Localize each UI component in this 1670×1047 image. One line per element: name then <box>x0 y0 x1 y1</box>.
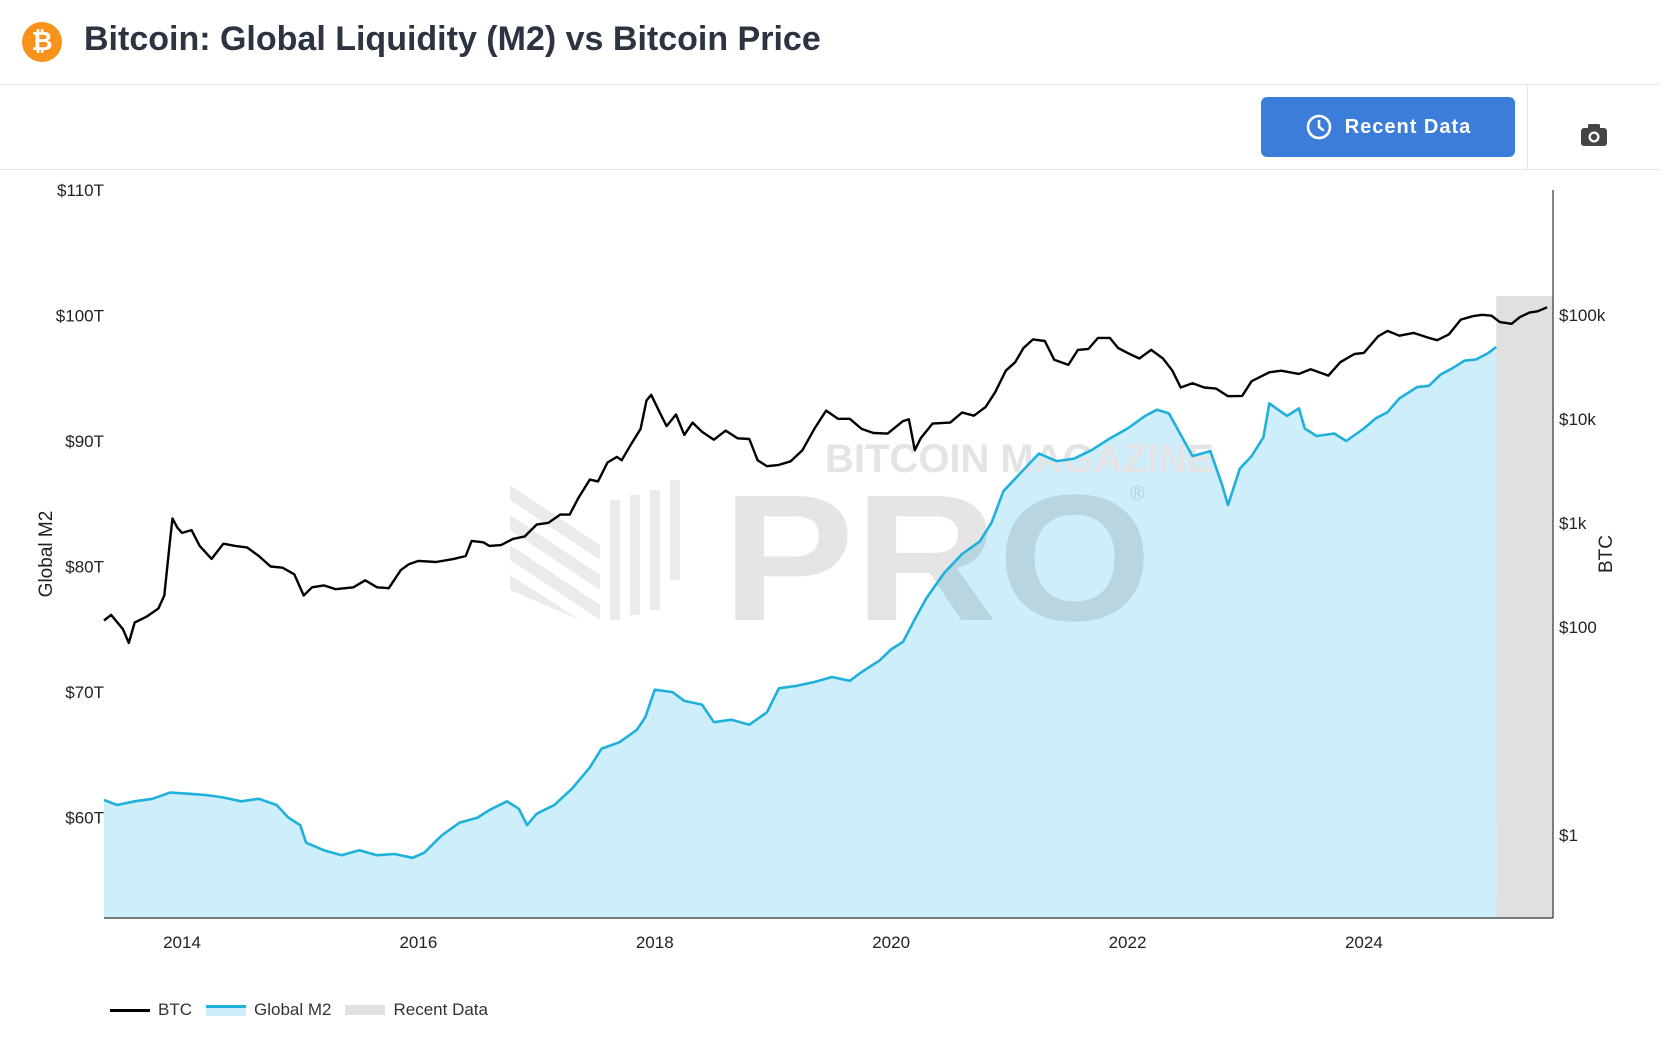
legend-label: BTC <box>158 1000 192 1019</box>
x-tick-label: 2020 <box>872 933 910 952</box>
recent-data-label: Recent Data <box>1344 115 1472 138</box>
x-tick-label: 2016 <box>399 933 437 952</box>
legend-item-btc[interactable]: BTC <box>110 1000 192 1020</box>
left-tick-label: $110T <box>57 181 104 200</box>
toolbar-divider <box>1527 85 1528 169</box>
x-tick-label: 2024 <box>1345 933 1383 952</box>
right-axis-title: BTC <box>1596 535 1617 573</box>
header-bar: ₿ Bitcoin: Global Liquidity (M2) vs Bitc… <box>0 0 1660 85</box>
right-tick-label: $100k <box>1559 306 1606 325</box>
left-tick-label: $60T <box>65 809 104 828</box>
legend-label: Recent Data <box>393 1000 488 1019</box>
btc-line <box>103 306 1548 645</box>
right-tick-label: $1k <box>1559 514 1587 533</box>
page-title: Bitcoin: Global Liquidity (M2) vs Bitcoi… <box>84 20 821 58</box>
chart-legend: BTC Global M2 Recent Data <box>110 1000 502 1020</box>
clock-icon <box>1306 114 1331 140</box>
left-tick-label: $100T <box>56 307 104 326</box>
recent-data-band <box>1496 296 1553 918</box>
right-tick-label: $10k <box>1559 410 1596 429</box>
legend-swatch <box>110 1008 150 1012</box>
left-axis-title: Global M2 <box>36 511 57 598</box>
global-m2-line <box>103 345 1498 860</box>
watermark-mark: ® <box>1130 483 1145 505</box>
legend-item-recent-data[interactable]: Recent Data <box>345 1000 488 1020</box>
watermark-emblem <box>510 480 680 620</box>
global-m2-area <box>104 346 1497 918</box>
left-tick-label: $90T <box>65 432 104 451</box>
right-tick-label: $1 <box>1559 826 1578 845</box>
x-tick-label: 2018 <box>636 933 674 952</box>
camera-icon[interactable] <box>1580 123 1608 147</box>
x-tick-label: 2014 <box>163 933 201 952</box>
watermark: BITCOIN MAGAZINE PRO ® <box>510 437 1214 659</box>
left-tick-label: $80T <box>65 558 104 577</box>
legend-swatch <box>206 1004 246 1016</box>
watermark-line2: PRO <box>722 458 1152 659</box>
legend-item-global-m2[interactable]: Global M2 <box>206 1000 331 1020</box>
chart-toolbar: Recent Data <box>0 85 1660 170</box>
legend-swatch <box>345 1005 386 1015</box>
legend-label: Global M2 <box>254 1000 332 1019</box>
bitcoin-logo-icon: ₿ <box>22 22 62 62</box>
recent-data-button[interactable]: Recent Data <box>1261 97 1515 157</box>
left-tick-label: $70T <box>65 683 104 702</box>
x-tick-label: 2022 <box>1109 933 1147 952</box>
right-tick-label: $100 <box>1559 618 1597 637</box>
